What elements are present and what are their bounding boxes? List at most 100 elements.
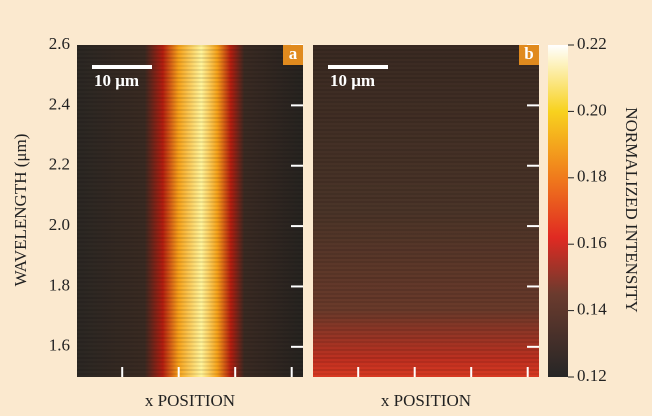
streak: [313, 181, 539, 183]
streak: [77, 45, 303, 47]
streak: [77, 305, 303, 307]
streak: [313, 157, 539, 159]
streak: [313, 53, 539, 55]
streak: [77, 329, 303, 331]
streak: [77, 165, 303, 167]
streak: [77, 181, 303, 183]
y-axis-label: WAVELENGTH (μm): [11, 134, 30, 287]
streak: [77, 281, 303, 283]
streak: [313, 225, 539, 227]
streak: [313, 349, 539, 351]
streak: [313, 213, 539, 215]
streak: [77, 225, 303, 227]
streak: [77, 201, 303, 203]
streak: [313, 369, 539, 371]
streak: [313, 133, 539, 135]
streak: [77, 293, 303, 295]
streak: [313, 341, 539, 343]
streak: [313, 121, 539, 123]
streak: [313, 177, 539, 179]
streak: [77, 333, 303, 335]
streak: [77, 265, 303, 267]
streak: [77, 133, 303, 135]
streak: [77, 289, 303, 291]
streak: [313, 101, 539, 103]
streak: [77, 189, 303, 191]
streak: [77, 157, 303, 159]
streak: [313, 285, 539, 287]
streak: [313, 217, 539, 219]
streak: [313, 333, 539, 335]
streak: [313, 117, 539, 119]
streak: [77, 237, 303, 239]
y-tick-label: 1.8: [49, 275, 70, 294]
colorbar-tick-label: 0.14: [577, 300, 607, 319]
streak: [77, 49, 303, 51]
streak: [313, 145, 539, 147]
streak: [77, 353, 303, 355]
streak: [313, 325, 539, 327]
streak: [313, 297, 539, 299]
streak: [77, 149, 303, 151]
streak: [77, 297, 303, 299]
streak: [313, 257, 539, 259]
streak: [77, 61, 303, 63]
streak: [313, 337, 539, 339]
streak: [313, 261, 539, 263]
streak: [313, 309, 539, 311]
streak: [313, 161, 539, 163]
y-tick-label: 2.0: [49, 215, 70, 234]
streak: [77, 109, 303, 111]
streak: [313, 169, 539, 171]
streak: [313, 153, 539, 155]
streak: [77, 97, 303, 99]
panel-label: b: [524, 44, 533, 63]
streak: [313, 197, 539, 199]
streak: [313, 293, 539, 295]
streak: [313, 229, 539, 231]
streak: [77, 357, 303, 359]
streak: [313, 221, 539, 223]
streak: [77, 249, 303, 251]
streak: [313, 129, 539, 131]
streak: [313, 137, 539, 139]
streak: [77, 101, 303, 103]
y-tick-label: 2.4: [49, 94, 71, 113]
streak: [313, 149, 539, 151]
streak: [77, 205, 303, 207]
streak: [313, 49, 539, 51]
streak: [77, 257, 303, 259]
streak: [313, 265, 539, 267]
colorbar-tick-label: 0.18: [577, 167, 607, 186]
y-tick-label: 2.6: [49, 34, 70, 53]
streak: [313, 305, 539, 307]
streak: [77, 193, 303, 195]
streak: [77, 145, 303, 147]
y-tick-label: 1.6: [49, 336, 70, 355]
colorbar-tick-label: 0.20: [577, 100, 607, 119]
x-axis-label: x POSITION: [145, 391, 235, 410]
streak: [77, 341, 303, 343]
streak: [77, 209, 303, 211]
streak: [313, 233, 539, 235]
streak: [77, 369, 303, 371]
chart: WAVELENGTH (μm) NORMALIZED INTENSITY a10…: [0, 0, 652, 416]
streak: [313, 61, 539, 63]
streak: [77, 125, 303, 127]
streak: [77, 129, 303, 131]
streak: [313, 241, 539, 243]
streak: [77, 269, 303, 271]
streak: [77, 313, 303, 315]
streak: [313, 109, 539, 111]
streak: [313, 313, 539, 315]
streak: [313, 113, 539, 115]
panel-label: a: [289, 44, 298, 63]
colorbar-tick-label: 0.22: [577, 34, 607, 53]
streak: [77, 93, 303, 95]
streak: [77, 321, 303, 323]
scale-bar-label: 10 μm: [94, 71, 139, 90]
streak: [313, 165, 539, 167]
streak: [77, 213, 303, 215]
streak: [313, 321, 539, 323]
streak: [313, 245, 539, 247]
